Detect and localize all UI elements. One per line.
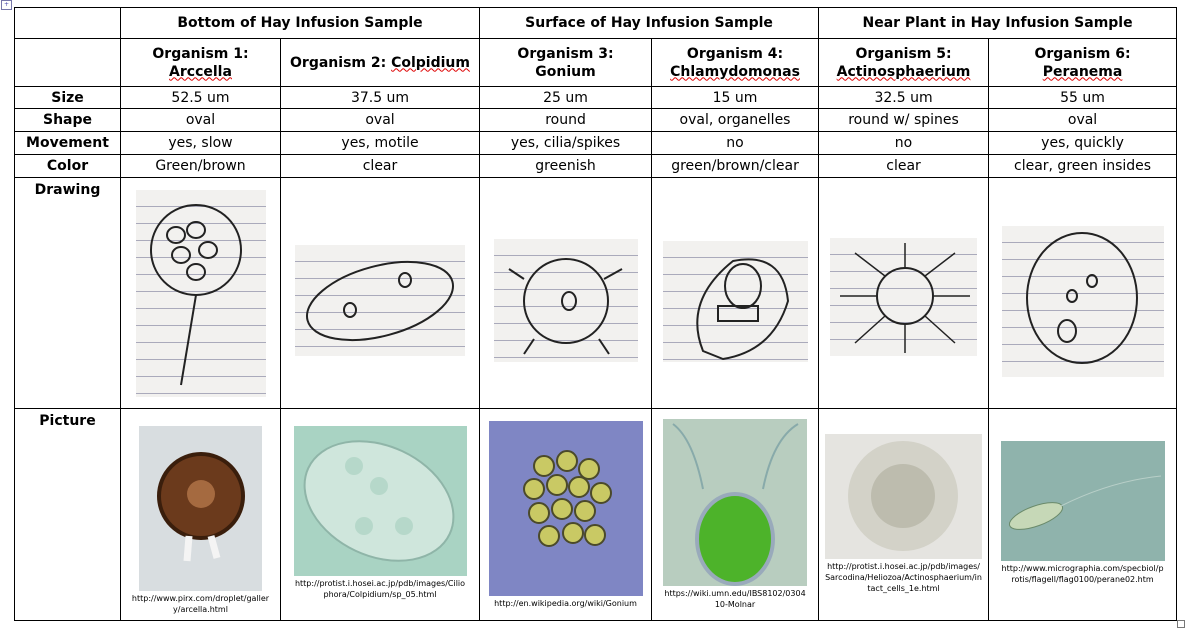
drawing-cell bbox=[279, 177, 481, 409]
organism-name: Gonium bbox=[535, 63, 596, 80]
source-url[interactable]: https://wiki.umn.edu/IBS8102/030410-Moln… bbox=[664, 589, 806, 609]
cell-size: 37.5 um bbox=[279, 86, 481, 109]
cell-movement: yes, quickly bbox=[988, 131, 1178, 155]
organism-drawing bbox=[493, 239, 638, 362]
table-move-handle[interactable]: + bbox=[1, 0, 12, 10]
picture-cell: http://en.wikipedia.org/wiki/Gonium bbox=[479, 408, 653, 621]
organism-header: Organism 4: Chlamydomonas bbox=[651, 38, 820, 87]
row-label-movement: Movement bbox=[14, 131, 121, 155]
cell-shape: round w/ spines bbox=[818, 108, 990, 132]
cell-size: 55 um bbox=[988, 86, 1178, 109]
cell-movement: yes, cilia/spikes bbox=[479, 131, 653, 155]
organism-drawing bbox=[135, 190, 266, 397]
cell-movement: yes, motile bbox=[279, 131, 481, 155]
cell-size: 52.5 um bbox=[120, 86, 281, 109]
organism-header: Organism 6: Peranema bbox=[988, 38, 1178, 87]
row-label-shape: Shape bbox=[14, 108, 121, 132]
row-label-color: Color bbox=[14, 154, 121, 178]
end-of-cell-mark bbox=[1177, 620, 1185, 628]
source-url[interactable]: http://protist.i.hosei.ac.jp/pdb/images/… bbox=[294, 579, 466, 599]
source-url[interactable]: http://en.wikipedia.org/wiki/Gonium bbox=[494, 599, 637, 608]
organism-table: Bottom of Hay Infusion Sample Surface of… bbox=[14, 7, 1178, 621]
picture-cell: http://www.micrographia.com/specbiol/pro… bbox=[988, 408, 1178, 621]
group-header: Near Plant in Hay Infusion Sample bbox=[818, 7, 1178, 39]
row-label-picture: Picture bbox=[14, 408, 121, 621]
cell-size: 32.5 um bbox=[818, 86, 990, 109]
source-url[interactable]: http://www.pirx.com/droplet/gallery/arce… bbox=[131, 594, 270, 614]
cell-shape: oval, organelles bbox=[651, 108, 820, 132]
cell-color: clear bbox=[818, 154, 990, 178]
source-url[interactable]: http://www.micrographia.com/specbiol/pro… bbox=[1001, 564, 1164, 584]
cell-color: Green/brown bbox=[120, 154, 281, 178]
organism-photo bbox=[139, 426, 262, 591]
organism-name: Chlamydomonas bbox=[670, 63, 800, 80]
row-label-size: Size bbox=[14, 86, 121, 109]
organism-label: Organism 3: bbox=[517, 45, 614, 62]
organism-header: Organism 3: Gonium bbox=[479, 38, 653, 87]
drawing-cell bbox=[651, 177, 820, 409]
organism-photo bbox=[488, 421, 643, 596]
organism-photo bbox=[293, 426, 467, 576]
picture-cell: http://www.pirx.com/droplet/gallery/arce… bbox=[120, 408, 281, 621]
organism-header: Organism 1: Arccella bbox=[120, 38, 281, 87]
row-label-drawing: Drawing bbox=[14, 177, 121, 409]
empty-cell bbox=[14, 7, 121, 39]
drawing-cell bbox=[818, 177, 990, 409]
picture-cell: https://wiki.umn.edu/IBS8102/030410-Moln… bbox=[651, 408, 820, 621]
cell-shape: oval bbox=[120, 108, 281, 132]
organism-label: Organism 2: bbox=[290, 54, 387, 71]
cell-color: green/brown/clear bbox=[651, 154, 820, 178]
organism-label: Organism 1: bbox=[152, 45, 249, 62]
drawing-cell bbox=[479, 177, 653, 409]
organism-label: Organism 6: bbox=[1034, 45, 1131, 62]
organism-label: Organism 4: bbox=[686, 45, 784, 62]
cell-size: 25 um bbox=[479, 86, 653, 109]
cell-color: clear, green insides bbox=[988, 154, 1178, 178]
organism-photo bbox=[663, 419, 808, 586]
drawing-cell bbox=[120, 177, 281, 409]
organism-photo bbox=[825, 434, 983, 559]
cell-movement: no bbox=[818, 131, 990, 155]
organism-drawing bbox=[1001, 226, 1164, 377]
organism-name: Colpidium bbox=[391, 54, 470, 71]
organism-name: Actinosphaerium bbox=[836, 63, 971, 80]
cell-color: clear bbox=[279, 154, 481, 178]
empty-cell bbox=[14, 38, 121, 87]
organism-drawing bbox=[830, 238, 978, 356]
organism-header: Organism 2: Colpidium bbox=[279, 38, 481, 87]
organism-drawing bbox=[662, 241, 808, 362]
cell-movement: no bbox=[651, 131, 820, 155]
group-header: Surface of Hay Infusion Sample bbox=[479, 7, 820, 39]
organism-label: Organism 5: bbox=[855, 45, 952, 62]
cell-size: 15 um bbox=[651, 86, 820, 109]
cell-movement: yes, slow bbox=[120, 131, 281, 155]
organism-header: Organism 5: Actinosphaerium bbox=[818, 38, 990, 87]
drawing-cell bbox=[988, 177, 1178, 409]
picture-cell: http://protist.i.hosei.ac.jp/pdb/images/… bbox=[279, 408, 481, 621]
cell-shape: oval bbox=[279, 108, 481, 132]
picture-cell: http://protist.i.hosei.ac.jp/pdb/images/… bbox=[818, 408, 990, 621]
organism-name: Arccella bbox=[169, 63, 232, 80]
organism-photo bbox=[1000, 441, 1165, 561]
cell-shape: round bbox=[479, 108, 653, 132]
organism-name: Peranema bbox=[1042, 63, 1123, 80]
cell-color: greenish bbox=[479, 154, 653, 178]
organism-drawing bbox=[295, 245, 465, 356]
source-url[interactable]: http://protist.i.hosei.ac.jp/pdb/images/… bbox=[825, 562, 982, 593]
cell-shape: oval bbox=[988, 108, 1178, 132]
group-header: Bottom of Hay Infusion Sample bbox=[119, 7, 481, 39]
